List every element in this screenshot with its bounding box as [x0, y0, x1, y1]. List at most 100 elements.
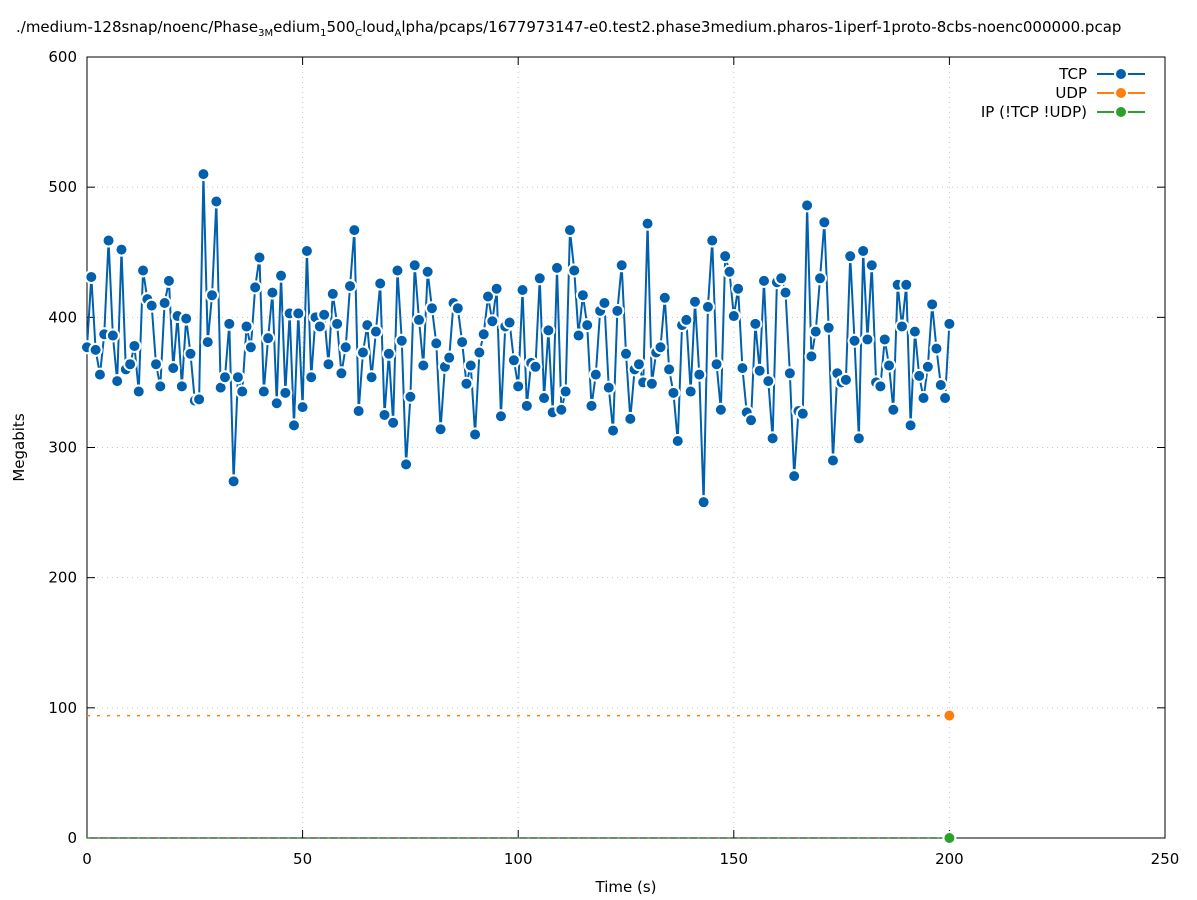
- title-part: 3M: [258, 28, 274, 39]
- data-point: [653, 340, 668, 355]
- data-point: [364, 370, 379, 385]
- data-point: [614, 258, 629, 273]
- data-point: [420, 264, 435, 279]
- data-point: [821, 320, 836, 335]
- legend-marker: [1114, 67, 1128, 81]
- data-point: [192, 392, 207, 407]
- data-point: [575, 288, 590, 303]
- data-point: [230, 370, 245, 385]
- data-point: [597, 296, 612, 311]
- data-point: [912, 368, 927, 383]
- data-point: [899, 277, 914, 292]
- data-point: [938, 391, 953, 406]
- legend-marker: [1114, 86, 1128, 100]
- data-point: [105, 328, 120, 343]
- data-point: [481, 289, 496, 304]
- title-part: edium: [273, 18, 321, 36]
- data-point: [537, 391, 552, 406]
- title-part: lpha/pcaps/1677973147-e0.test2.phase3med…: [401, 18, 1122, 36]
- data-point: [562, 223, 577, 238]
- data-point: [761, 374, 776, 389]
- data-point: [744, 413, 759, 428]
- data-point: [101, 233, 116, 248]
- data-point: [731, 281, 746, 296]
- data-point: [541, 323, 556, 338]
- data-point: [515, 282, 530, 297]
- data-point: [84, 269, 99, 284]
- data-point: [778, 285, 793, 300]
- data-point: [377, 407, 392, 422]
- data-point: [882, 358, 897, 373]
- data-point: [330, 316, 345, 331]
- data-point: [662, 362, 677, 377]
- data-point: [205, 288, 220, 303]
- data-point: [239, 319, 254, 334]
- data-point: [127, 338, 142, 353]
- data-point: [580, 318, 595, 333]
- data-point: [511, 379, 526, 394]
- data-point: [88, 342, 103, 357]
- data-point: [123, 357, 138, 372]
- data-point: [752, 363, 767, 378]
- data-point: [148, 357, 163, 372]
- data-point: [584, 398, 599, 413]
- data-point: [295, 400, 310, 415]
- title-part: C: [355, 28, 363, 39]
- data-point: [800, 198, 815, 213]
- data-point: [713, 402, 728, 417]
- data-point: [248, 280, 263, 295]
- data-point: [748, 316, 763, 331]
- title-part: 500: [326, 18, 356, 36]
- y-tick-label: 100: [48, 699, 77, 717]
- data-point: [506, 353, 521, 368]
- y-tick-label: 0: [67, 829, 77, 847]
- data-point: [299, 243, 314, 258]
- data-point: [442, 350, 457, 365]
- y-tick-label: 500: [48, 178, 77, 196]
- data-point: [252, 250, 267, 265]
- data-point: [472, 345, 487, 360]
- data-point: [394, 333, 409, 348]
- data-point: [502, 315, 517, 330]
- x-tick-label: 50: [293, 850, 312, 868]
- data-point: [942, 831, 957, 845]
- legend-marker: [1114, 105, 1128, 119]
- data-point: [925, 297, 940, 312]
- y-tick-label: 200: [48, 569, 77, 587]
- data-point: [136, 263, 151, 278]
- plot-border: [86, 56, 1166, 839]
- data-point: [601, 380, 616, 395]
- data-point: [722, 264, 737, 279]
- data-point: [114, 242, 129, 257]
- data-point: [407, 258, 422, 273]
- data-point: [399, 457, 414, 472]
- data-point: [463, 358, 478, 373]
- data-point: [196, 167, 211, 182]
- title-part: ./medium-128snap/noenc/Phase: [16, 18, 259, 36]
- data-point: [334, 366, 349, 381]
- data-point: [687, 294, 702, 309]
- data-point: [877, 332, 892, 347]
- data-point: [571, 328, 586, 343]
- data-point: [679, 312, 694, 327]
- data-point: [286, 418, 301, 433]
- title-part: A: [394, 28, 402, 39]
- data-point: [657, 290, 672, 305]
- data-point: [110, 374, 125, 389]
- data-point: [864, 258, 879, 273]
- data-point: [476, 327, 491, 342]
- data-point: [209, 194, 224, 209]
- data-point: [640, 216, 655, 231]
- data-point: [226, 474, 241, 489]
- data-point: [692, 367, 707, 382]
- data-point: [705, 233, 720, 248]
- data-point: [683, 384, 698, 399]
- data-point: [166, 361, 181, 376]
- data-point: [843, 249, 858, 264]
- data-point: [243, 340, 258, 355]
- data-point: [756, 273, 771, 288]
- x-axis-label: Time (s): [595, 878, 657, 896]
- data-point: [468, 427, 483, 442]
- data-point: [700, 299, 715, 314]
- data-point: [532, 271, 547, 286]
